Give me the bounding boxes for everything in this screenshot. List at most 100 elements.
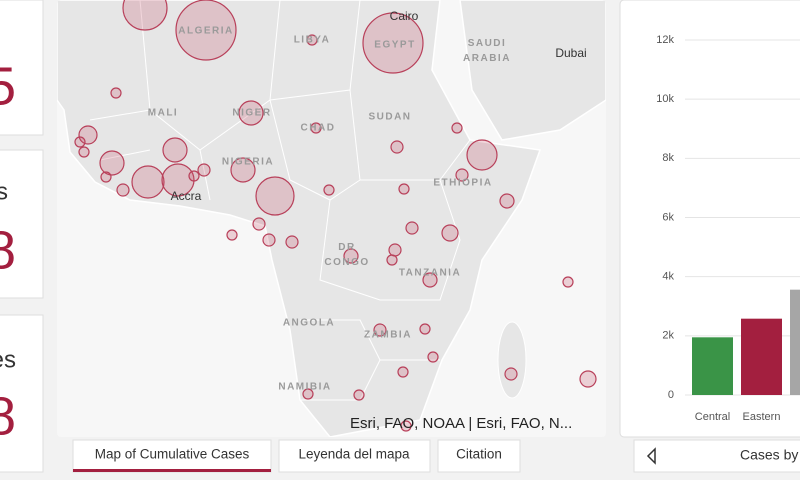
- country-label: SUDAN: [368, 112, 411, 123]
- case-circle: [427, 351, 439, 363]
- card-label: s: [0, 178, 8, 205]
- case-circle: [388, 243, 402, 257]
- y-tick-label: 12k: [656, 34, 674, 46]
- case-circle: [362, 12, 424, 74]
- tab-label[interactable]: Leyenda del mapa: [298, 447, 410, 462]
- y-tick-label: 6k: [662, 211, 674, 223]
- case-circle: [400, 420, 412, 432]
- case-circle: [99, 150, 125, 176]
- tab[interactable]: [278, 439, 431, 473]
- country-label: SAUDI ARABIA: [463, 38, 511, 64]
- case-circle: [562, 276, 574, 288]
- case-circle: [226, 229, 238, 241]
- bar: [790, 289, 800, 395]
- country-label: NIGER: [232, 108, 271, 119]
- card-value: 8: [0, 220, 16, 280]
- tab-indicator: [73, 469, 271, 472]
- tab[interactable]: [72, 439, 272, 473]
- case-circle: [499, 193, 515, 209]
- case-circle: [285, 235, 299, 249]
- case-circle: [386, 254, 398, 266]
- prev-arrow[interactable]: [646, 447, 656, 465]
- case-circle: [122, 0, 168, 31]
- country-label: LIBYA: [294, 35, 331, 46]
- case-circle: [419, 323, 431, 335]
- y-tick-label: 10k: [656, 93, 674, 105]
- case-circle: [74, 136, 86, 148]
- case-circle: [390, 140, 404, 154]
- case-circle: [197, 163, 211, 177]
- case-circle: [455, 168, 469, 182]
- case-circle: [306, 34, 318, 46]
- tab[interactable]: [437, 439, 521, 473]
- case-circle: [161, 163, 195, 197]
- chart-tabs: [633, 439, 800, 473]
- country-label: ZAMBIA: [364, 330, 412, 341]
- case-circle: [504, 367, 518, 381]
- case-circle: [451, 122, 463, 134]
- chart-tab-label[interactable]: Cases by: [740, 447, 798, 463]
- country-label: ANGOLA: [283, 318, 335, 329]
- case-circle: [116, 183, 130, 197]
- y-tick-label: 0: [668, 389, 674, 401]
- case-circle: [323, 184, 335, 196]
- country-label: ETHIOPIA: [433, 178, 492, 189]
- case-circle: [252, 217, 266, 231]
- case-circle: [405, 221, 419, 235]
- case-circle: [310, 122, 322, 134]
- case-circle: [466, 139, 498, 171]
- land: [459, 0, 606, 141]
- case-circle: [78, 125, 98, 145]
- case-circle: [422, 272, 438, 288]
- case-circle: [100, 171, 112, 183]
- country-label: TANZANIA: [399, 268, 461, 279]
- x-tick-label: Eastern: [743, 411, 781, 423]
- case-circle: [398, 183, 410, 195]
- country-label: ALGERIA: [178, 26, 234, 37]
- y-tick-label: 4k: [662, 271, 674, 283]
- tab-label[interactable]: Map of Cumulative Cases: [95, 447, 250, 462]
- case-circle: [238, 100, 264, 126]
- city-label: Cairo: [390, 9, 419, 23]
- case-circle: [188, 170, 200, 182]
- case-circle: [353, 389, 365, 401]
- card-label: es: [0, 346, 16, 373]
- tab-label[interactable]: Citation: [456, 447, 502, 462]
- country-label: NIGERIA: [222, 157, 274, 168]
- x-tick-label: Central: [695, 411, 730, 423]
- case-circle: [110, 87, 122, 99]
- case-circle: [343, 248, 359, 264]
- case-circle: [579, 370, 597, 388]
- bar: [692, 337, 733, 395]
- country-label: EGYPT: [374, 40, 415, 51]
- case-circle: [131, 165, 165, 199]
- country-label: CHAD: [301, 123, 336, 134]
- case-circle: [162, 137, 188, 163]
- case-circle: [302, 388, 314, 400]
- city-label: Dubai: [555, 46, 586, 60]
- case-circle: [78, 146, 90, 158]
- country-label: NAMIBIA: [278, 382, 331, 393]
- city-label: Accra: [171, 189, 202, 203]
- case-circle: [255, 176, 295, 216]
- card-value: 5: [0, 56, 16, 116]
- case-circle: [397, 366, 409, 378]
- card: [0, 0, 44, 136]
- country-label: MALI: [148, 108, 178, 119]
- card: [0, 314, 44, 473]
- y-tick-label: 2k: [662, 330, 674, 342]
- case-circle: [230, 157, 256, 183]
- bar: [741, 318, 782, 395]
- map[interactable]: ALGERIA LIBYA EGYPT SAUDI ARABIA MALI NIGER CHA…: [57, 0, 606, 437]
- case-circle: [373, 323, 387, 337]
- case-circle: [262, 233, 276, 247]
- card: [0, 149, 44, 299]
- map-attribution: Esri, FAO, NOAA | Esri, FAO, N...: [350, 415, 572, 432]
- card-value: 8: [0, 386, 16, 446]
- y-tick-label: 8k: [662, 152, 674, 164]
- country-label: DR CONGO: [324, 242, 369, 268]
- case-circle: [441, 224, 459, 242]
- case-circle: [175, 0, 237, 61]
